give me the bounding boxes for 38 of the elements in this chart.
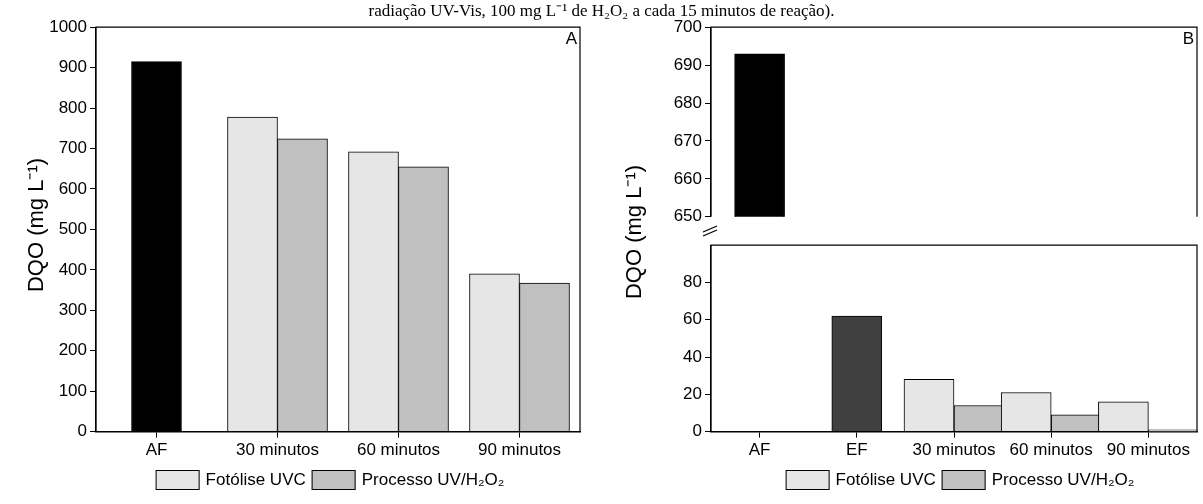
y-tick-label: 690	[673, 54, 702, 74]
y-axis-title: DQO (mg L⁻¹)	[620, 164, 647, 300]
y-tick-label: 700	[58, 138, 87, 158]
y-tick-label: 650	[673, 206, 702, 226]
x-tick-label: AF	[748, 440, 771, 460]
y-tick-label: 900	[58, 57, 87, 77]
y-tick-label: 100	[58, 380, 87, 400]
y-tick-label: 300	[58, 299, 87, 319]
x-tick-label: 90 minutos	[477, 440, 562, 460]
y-tick-label: 0	[692, 421, 702, 441]
y-tick-label: 680	[673, 92, 702, 112]
annotation: A	[565, 29, 578, 49]
y-tick-label: 600	[58, 178, 87, 198]
x-tick-label: 60 minutos	[1009, 440, 1093, 460]
y-tick-label: 40	[683, 346, 702, 366]
y-tick-label: 60	[683, 309, 702, 329]
y-tick-label: 80	[683, 272, 702, 292]
y-tick-label: 660	[673, 168, 702, 188]
x-tick-label: AF	[145, 440, 168, 460]
y-tick-label: 0	[77, 421, 87, 441]
x-tick-label: EF	[845, 440, 868, 460]
x-tick-label: 30 minutos	[235, 440, 320, 460]
y-axis-title: DQO (mg L⁻¹)	[22, 157, 49, 293]
legend-label: Processo UV/H₂O₂	[991, 470, 1135, 490]
x-tick-label: 60 minutos	[356, 440, 441, 460]
legend-label: Fotólise UVC	[835, 470, 936, 490]
y-tick-label: 400	[58, 259, 87, 279]
y-tick-label: 800	[58, 97, 87, 117]
y-tick-label: 20	[683, 384, 702, 404]
x-tick-label: 90 minutos	[1106, 440, 1190, 460]
y-tick-label: 200	[58, 340, 87, 360]
legend-label: Fotólise UVC	[205, 470, 306, 490]
annotation: B	[1182, 29, 1194, 49]
y-tick-label: 670	[673, 130, 702, 150]
y-tick-label: 1000	[49, 16, 87, 36]
x-tick-label: 30 minutos	[912, 440, 996, 460]
legend-label: Processo UV/H₂O₂	[361, 470, 505, 490]
y-tick-label: 500	[58, 219, 87, 239]
